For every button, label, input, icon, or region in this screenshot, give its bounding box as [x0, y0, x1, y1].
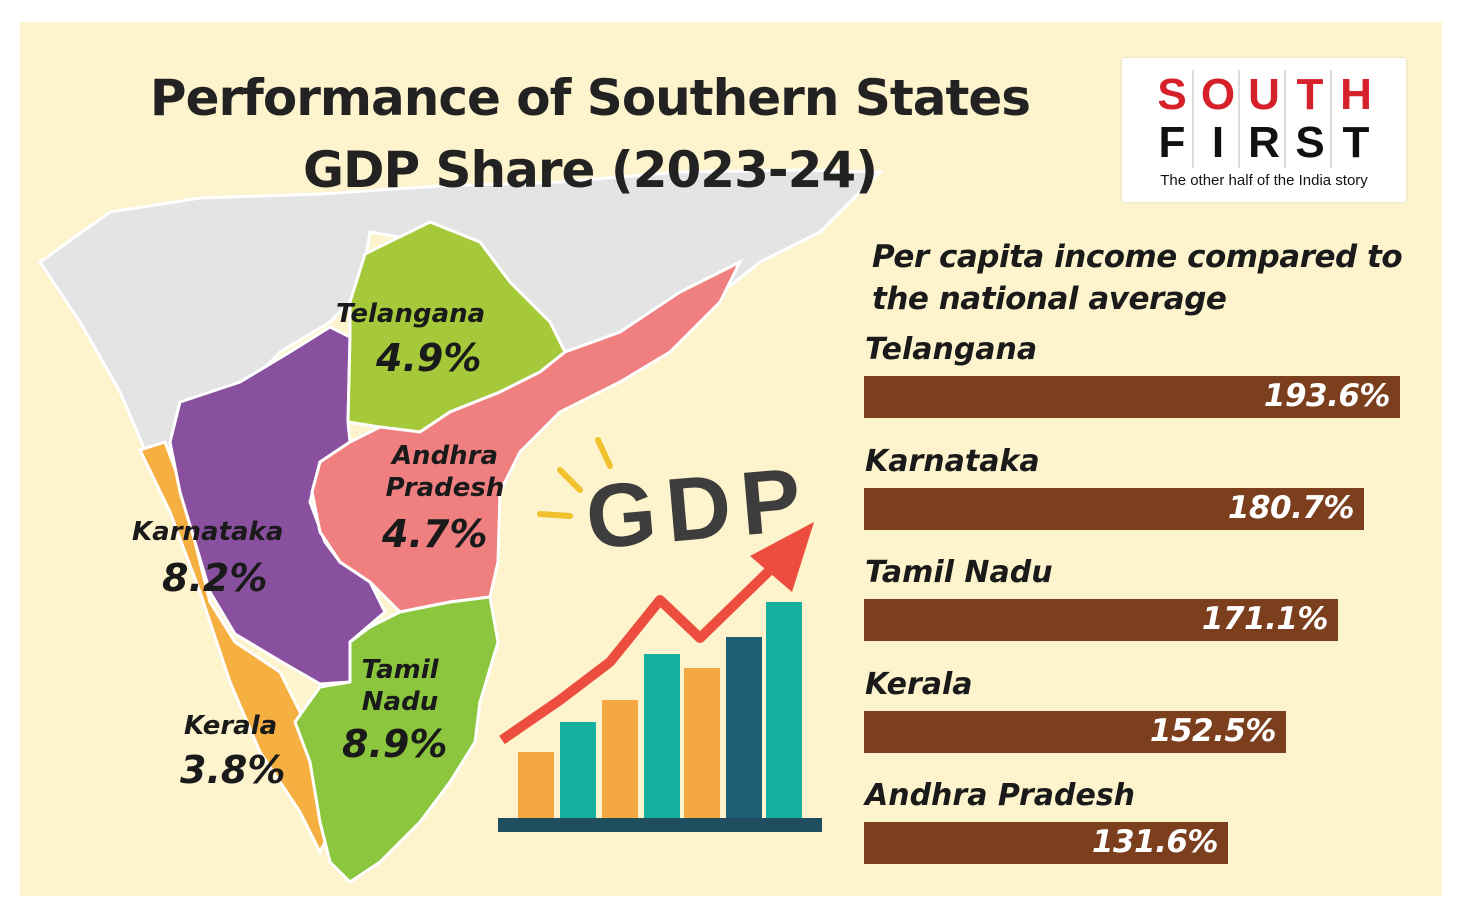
bar: 131.6% [864, 822, 1228, 864]
logo-tagline: The other half of the India story [1160, 172, 1368, 189]
bar: 193.6% [864, 376, 1400, 418]
bar-value-label: 193.6% [1263, 378, 1391, 414]
map-label-telangana: Telangana [336, 299, 486, 329]
logo-letter: U [1244, 70, 1286, 120]
logo-letter: F [1152, 118, 1194, 168]
trend-arrow-head [750, 522, 814, 592]
bar-value-label: 131.6% [1091, 824, 1219, 860]
south-first-logo: S O U T H F I R S T The other half of th… [1122, 58, 1406, 202]
map-value-telangana: 4.9% [376, 336, 482, 380]
burst-line [557, 467, 583, 493]
bar-label: Kerala [865, 666, 973, 702]
title-line-2: GDP Share (2023-24) [302, 141, 878, 199]
illustration-bar [602, 700, 638, 818]
title-line-1: Performance of Southern States [149, 69, 1031, 127]
bar-label: Andhra Pradesh [865, 778, 1136, 813]
illustration-bar [766, 602, 802, 818]
map-illustration [37, 168, 884, 884]
bar-value-label: 152.5% [1149, 712, 1277, 749]
map-value-tamil-nadu: 8.9% [342, 722, 448, 766]
map-value-kerala: 3.8% [180, 748, 286, 792]
logo-letter: I [1198, 118, 1240, 168]
map-label-tamil-nadu: Tamil Nadu [361, 655, 439, 717]
per-capita-chart-title: Per capita income compared to the nation… [872, 239, 1403, 317]
gdp-illustration [498, 437, 822, 832]
map-label-karnataka: Karnataka [132, 517, 284, 547]
trend-arrow-line [499, 566, 774, 745]
bar-value-label: 180.7% [1227, 489, 1355, 526]
logo-letter: H [1340, 70, 1372, 119]
logo-letter: O [1198, 70, 1240, 120]
bar-label: Telangana [865, 332, 1038, 367]
illustration-bar [560, 722, 596, 818]
infographic-frame: GDP Performance of Southern States GDP S… [20, 22, 1442, 896]
bar-value-label: 171.1% [1201, 601, 1329, 637]
illustration-bar [644, 654, 680, 818]
map-label-kerala: Kerala [184, 711, 278, 741]
illustration-bar [684, 668, 720, 818]
logo-letter: R [1244, 118, 1286, 168]
illustration-bar [518, 752, 554, 818]
bar: 152.5% [864, 710, 1286, 753]
burst-line [537, 511, 573, 519]
logo-letter: T [1290, 70, 1332, 120]
logo-letter: T [1342, 118, 1370, 167]
map-label-andhra-pradesh: Andhra Pradesh [385, 441, 505, 503]
gdp-word: GDP [582, 449, 815, 569]
bar-label: Karnataka [865, 443, 1040, 479]
bar: 171.1% [864, 599, 1338, 641]
burst-line [595, 437, 613, 469]
logo-line-1: S O U T H [1122, 70, 1406, 120]
bar-label: Tamil Nadu [865, 555, 1053, 590]
map-value-karnataka: 8.2% [162, 556, 268, 600]
page-title: Performance of Southern States GDP Share… [40, 62, 1140, 206]
bar: 180.7% [864, 487, 1364, 530]
illustration-baseline [498, 818, 822, 832]
illustration-bar [726, 637, 762, 818]
map-value-andhra-pradesh: 4.7% [382, 512, 488, 556]
logo-letter: S [1290, 118, 1332, 168]
logo-letter: S [1152, 70, 1194, 120]
logo-line-2: F I R S T [1122, 118, 1406, 168]
map-tamil-nadu [293, 595, 500, 884]
